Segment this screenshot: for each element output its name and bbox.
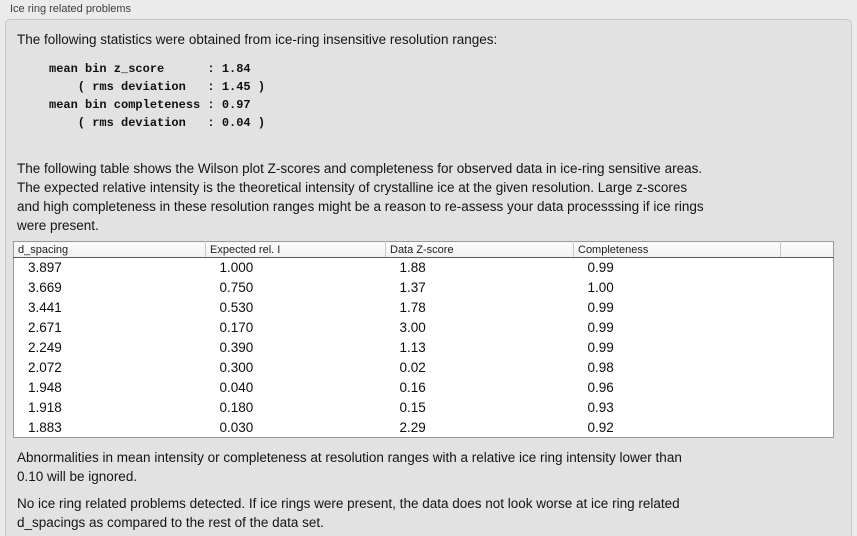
table-cell: 1.37 [399, 280, 426, 295]
column-header-data-z-score[interactable]: Data Z-score [385, 241, 574, 258]
table-cell: 0.040 [219, 380, 254, 395]
table-cell-filler [781, 338, 834, 358]
table-cell: 1.78 [399, 300, 426, 315]
table-cell: 0.02 [399, 360, 426, 375]
table-cell: 1.948 [28, 380, 62, 395]
table-row[interactable]: 1.948 0.040 0.16 0.96 [14, 378, 834, 398]
table-cell: 3.00 [399, 320, 426, 335]
ice-ring-table: d_spacing Expected rel. I Data Z-score C… [13, 241, 834, 438]
table-row[interactable]: 2.249 0.390 1.13 0.99 [14, 338, 834, 358]
table-cell: 0.93 [587, 400, 614, 415]
table-cell: 1.000 [219, 260, 254, 276]
stat-mean-bin-zscore: mean bin z_score : 1.84 [49, 62, 251, 76]
stat-mean-bin-completeness: mean bin completeness : 0.97 [49, 98, 251, 112]
table-cell: 3.669 [28, 280, 62, 295]
table-cell: 0.300 [219, 360, 254, 375]
table-row[interactable]: 3.897 1.000 1.88 0.99 [14, 258, 834, 278]
table-cell: 2.249 [28, 340, 62, 355]
table-cell: 0.530 [219, 300, 254, 315]
column-header-completeness[interactable]: Completeness [573, 241, 781, 258]
table-cell: 3.897 [28, 260, 62, 276]
table-row[interactable]: 1.883 0.030 2.29 0.92 [14, 418, 834, 438]
table-cell: 3.441 [28, 300, 62, 315]
table-cell-filler [781, 358, 834, 378]
table-cell: 1.00 [587, 280, 614, 295]
ice-ring-panel: The following statistics were obtained f… [5, 19, 852, 536]
column-header-filler [780, 241, 834, 258]
table-cell-filler [781, 278, 834, 298]
intro-text: The following statistics were obtained f… [17, 32, 498, 47]
table-cell: 0.92 [587, 419, 614, 435]
column-header-d-spacing[interactable]: d_spacing [13, 241, 206, 258]
table-cell-filler [781, 398, 834, 418]
table-cell: 1.918 [28, 400, 62, 415]
table-cell-filler [781, 418, 834, 438]
table-row[interactable]: 2.072 0.300 0.02 0.98 [14, 358, 834, 378]
table-cell: 0.180 [219, 400, 254, 415]
table-cell: 0.170 [219, 320, 254, 335]
table-cell: 1.88 [399, 260, 426, 276]
ice-ring-table-body: 3.897 1.000 1.88 0.99 3.669 0.750 1.37 1.00 3.44… [14, 258, 834, 438]
stats-block: mean bin z_score : 1.84 ( rms deviation … [49, 60, 844, 132]
table-cell: 0.16 [399, 380, 426, 395]
table-cell-filler [781, 258, 834, 278]
table-cell-filler [781, 318, 834, 338]
table-cell: 0.750 [219, 280, 254, 295]
stat-rms-deviation-zscore: ( rms deviation : 1.45 ) [49, 80, 266, 94]
table-cell: 0.99 [587, 260, 614, 276]
table-row[interactable]: 1.918 0.180 0.15 0.93 [14, 398, 834, 418]
table-cell: 0.99 [587, 300, 614, 315]
column-header-expected-rel-i[interactable]: Expected rel. I [205, 241, 386, 258]
note-ignore-text: Abnormalities in mean intensity or compl… [17, 450, 682, 484]
table-cell-filler [781, 298, 834, 318]
note-result-text: No ice ring related problems detected. I… [17, 496, 680, 530]
table-cell: 1.13 [399, 340, 426, 355]
panel-title: Ice ring related problems [10, 3, 132, 15]
table-header-row: d_spacing Expected rel. I Data Z-score C… [13, 241, 834, 258]
table-cell: 1.883 [28, 419, 62, 435]
table-cell-filler [781, 378, 834, 398]
table-cell: 2.29 [399, 419, 426, 435]
table-row[interactable]: 3.441 0.530 1.78 0.99 [14, 298, 834, 318]
table-cell: 0.96 [587, 380, 614, 395]
table-cell: 0.390 [219, 340, 254, 355]
table-row[interactable]: 3.669 0.750 1.37 1.00 [14, 278, 834, 298]
description-text: The following table shows the Wilson plo… [17, 161, 704, 233]
table-cell: 0.98 [587, 360, 614, 375]
table-cell: 0.99 [587, 320, 614, 335]
table-cell: 2.072 [28, 360, 62, 375]
table-cell: 0.030 [219, 419, 254, 435]
stat-rms-deviation-completeness: ( rms deviation : 0.04 ) [49, 116, 266, 130]
table-cell: 2.671 [28, 320, 62, 335]
table-row[interactable]: 2.671 0.170 3.00 0.99 [14, 318, 834, 338]
table-cell: 0.15 [399, 400, 426, 415]
table-cell: 0.99 [587, 340, 614, 355]
